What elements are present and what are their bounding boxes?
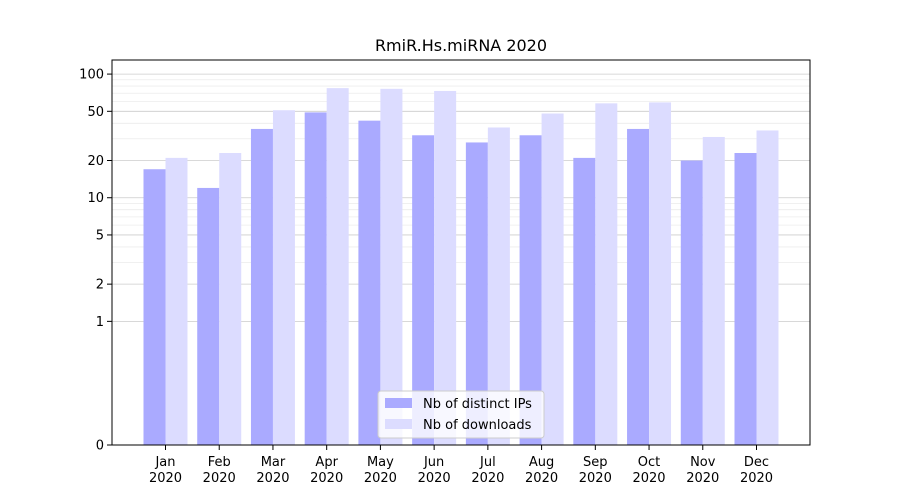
x-tick-label-month: Dec [744, 455, 769, 470]
x-tick-label-year: 2020 [740, 471, 773, 486]
y-tick-label: 20 [87, 154, 104, 169]
legend-label-distinct-ips: Nb of distinct IPs [423, 397, 532, 412]
bar-distinct-ips [734, 153, 757, 445]
bars [143, 88, 779, 446]
bar-downloads [434, 90, 457, 445]
bar-downloads [702, 136, 725, 445]
x-tick-label-month: Oct [638, 455, 660, 470]
bar-downloads [541, 113, 564, 446]
x-tick-label-year: 2020 [632, 471, 665, 486]
x-tick-label-year: 2020 [418, 471, 451, 486]
x-tick-label-month: Jan [154, 455, 175, 470]
y-tick-label: 2 [96, 278, 104, 293]
bar-downloads [165, 157, 188, 446]
x-tick-label-year: 2020 [579, 471, 612, 486]
legend-label-downloads: Nb of downloads [423, 418, 532, 433]
bar-distinct-ips [250, 128, 273, 445]
bar-distinct-ips [573, 157, 596, 446]
x-tick-label-year: 2020 [203, 471, 236, 486]
bar-distinct-ips [143, 169, 166, 445]
bar-downloads [380, 88, 403, 445]
x-tick-label-month: Jul [479, 455, 496, 470]
bar-distinct-ips [358, 120, 381, 446]
x-tick-label-year: 2020 [364, 471, 397, 486]
x-tick-label-year: 2020 [256, 471, 289, 486]
x-tick-label-month: Apr [315, 455, 338, 470]
x-tick-label-year: 2020 [471, 471, 504, 486]
bar-distinct-ips [197, 187, 220, 445]
x-tick-label-month: Aug [529, 455, 554, 470]
legend-swatch-distinct-ips [385, 398, 412, 408]
bar-downloads [595, 103, 618, 445]
bar-distinct-ips [627, 128, 650, 445]
x-tick-label-year: 2020 [525, 471, 558, 486]
bar-downloads [649, 102, 672, 445]
bar-downloads [326, 88, 349, 446]
bar-distinct-ips [465, 142, 488, 445]
y-tick-label: 0 [96, 439, 104, 454]
y-axis: 0 1 2 5 10 20 50 100 [79, 68, 112, 454]
chart-title: RmiR.Hs.miRNA 2020 [375, 36, 547, 55]
bar-distinct-ips [519, 135, 542, 445]
bar-downloads [219, 153, 242, 445]
x-tick-label-month: Mar [261, 455, 286, 470]
x-tick-label-year: 2020 [149, 471, 182, 486]
legend: Nb of distinct IPs Nb of downloads [377, 390, 545, 439]
y-tick-label: 100 [79, 68, 104, 83]
y-tick-label: 5 [96, 228, 104, 243]
x-tick-label-year: 2020 [686, 471, 719, 486]
legend-swatch-downloads [385, 419, 412, 429]
bar-distinct-ips [412, 135, 435, 445]
x-tick-label-year: 2020 [310, 471, 343, 486]
bar-downloads [272, 110, 295, 445]
x-tick-label-month: Jun [423, 455, 444, 470]
y-tick-label: 1 [96, 315, 104, 330]
bar-distinct-ips [304, 112, 327, 446]
x-tick-label-month: Sep [583, 455, 608, 470]
x-tick-label-month: May [367, 455, 394, 470]
x-tick-label-month: Feb [208, 455, 231, 470]
legend-frame [377, 390, 545, 439]
bar-distinct-ips [680, 160, 703, 445]
x-tick-label-month: Nov [690, 455, 716, 470]
y-tick-label: 50 [87, 105, 104, 120]
bar-downloads [756, 130, 779, 445]
x-axis: Jan2020Feb2020Mar2020Apr2020May2020Jun20… [149, 445, 773, 486]
bar-downloads [487, 127, 510, 446]
plot-frame [111, 59, 811, 446]
y-tick-label: 10 [87, 191, 104, 206]
